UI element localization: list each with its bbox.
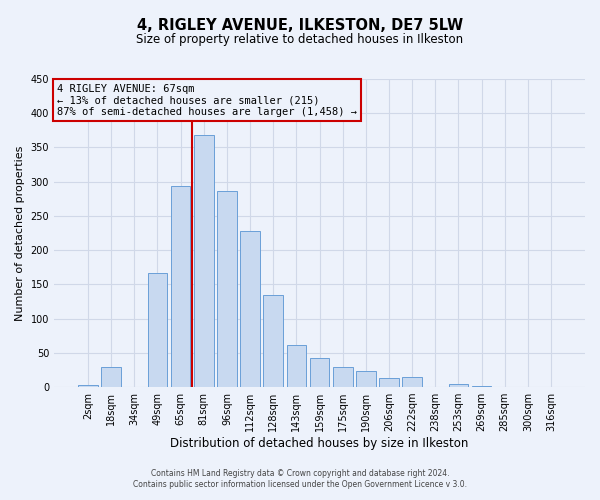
Bar <box>194 135 214 387</box>
Bar <box>356 370 376 387</box>
Bar <box>449 384 468 387</box>
Text: Size of property relative to detached houses in Ilkeston: Size of property relative to detached ho… <box>136 32 464 46</box>
Bar <box>217 192 237 387</box>
X-axis label: Distribution of detached houses by size in Ilkeston: Distribution of detached houses by size … <box>170 437 469 450</box>
Bar <box>402 377 422 387</box>
Bar <box>148 273 167 387</box>
Bar <box>333 366 353 387</box>
Bar <box>472 386 491 387</box>
Text: Contains public sector information licensed under the Open Government Licence v : Contains public sector information licen… <box>133 480 467 489</box>
Text: Contains HM Land Registry data © Crown copyright and database right 2024.: Contains HM Land Registry data © Crown c… <box>151 468 449 477</box>
Text: 4 RIGLEY AVENUE: 67sqm
← 13% of detached houses are smaller (215)
87% of semi-de: 4 RIGLEY AVENUE: 67sqm ← 13% of detached… <box>56 84 356 117</box>
Bar <box>101 367 121 387</box>
Bar <box>78 385 98 387</box>
Bar <box>379 378 399 387</box>
Bar <box>310 358 329 387</box>
Bar <box>240 231 260 387</box>
Bar <box>171 186 190 387</box>
Bar <box>287 346 306 387</box>
Y-axis label: Number of detached properties: Number of detached properties <box>15 146 25 320</box>
Bar <box>263 294 283 387</box>
Text: 4, RIGLEY AVENUE, ILKESTON, DE7 5LW: 4, RIGLEY AVENUE, ILKESTON, DE7 5LW <box>137 18 463 32</box>
